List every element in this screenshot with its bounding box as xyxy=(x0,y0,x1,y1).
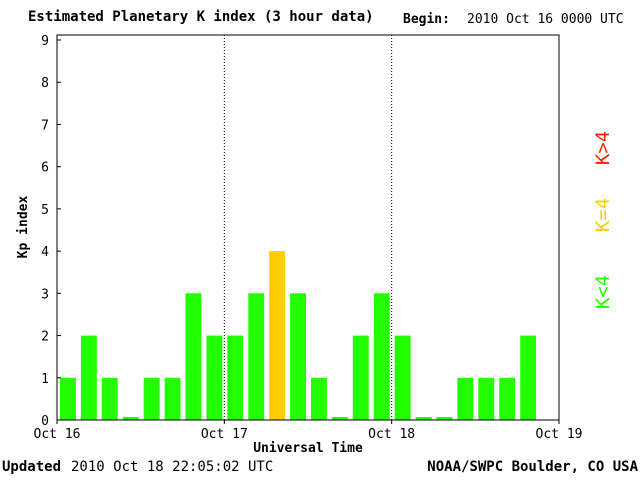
updated-value: 2010 Oct 18 22:05:02 UTC xyxy=(71,459,274,475)
kp-bar-19 xyxy=(457,377,474,420)
y-tick-label-1: 1 xyxy=(41,372,49,387)
y-tick-label-5: 5 xyxy=(41,203,49,218)
legend-k-above-4: K>4 xyxy=(592,131,614,165)
x-tick-label-2: Oct 18 xyxy=(368,427,415,442)
chart-title: Estimated Planetary K index (3 hour data… xyxy=(28,9,374,25)
legend-k-below-4: K<4 xyxy=(592,275,614,309)
legend-k-equal-4: K=4 xyxy=(592,198,614,232)
kp-bar-9 xyxy=(248,293,265,420)
y-tick-label-9: 9 xyxy=(41,34,49,49)
x-tick-label-3: Oct 19 xyxy=(536,427,583,442)
y-tick-label-3: 3 xyxy=(41,287,49,302)
kp-bar-10 xyxy=(269,251,286,420)
kp-bar-11 xyxy=(290,293,306,420)
kp-bar-3 xyxy=(122,417,139,420)
day-separators xyxy=(223,35,393,420)
kp-bar-17 xyxy=(415,417,432,420)
y-axis-ticks: 0 1 2 3 4 5 6 7 8 9 xyxy=(41,34,61,429)
y-tick-label-2: 2 xyxy=(41,330,49,345)
credit-text: NOAA/SWPC Boulder, CO USA xyxy=(427,459,638,475)
bars-group xyxy=(60,251,537,420)
kp-bar-16 xyxy=(394,335,411,420)
kp-bar-4 xyxy=(143,377,160,420)
updated-label: Updated xyxy=(2,459,62,475)
kp-bar-18 xyxy=(436,417,453,420)
kp-bar-5 xyxy=(164,377,181,420)
x-axis-ticks: Oct 16 Oct 17 Oct 18 Oct 19 xyxy=(34,420,583,442)
kp-bar-15 xyxy=(373,293,390,420)
kp-bar-12 xyxy=(311,377,327,420)
kp-bar-7 xyxy=(206,335,223,420)
kp-bar-14 xyxy=(352,335,369,420)
begin-value: 2010 Oct 16 0000 UTC xyxy=(467,12,624,27)
plot-frame xyxy=(56,34,560,421)
y-axis-title: Kp index xyxy=(16,196,31,259)
kp-bar-22 xyxy=(520,335,537,420)
begin-label: Begin: xyxy=(403,12,450,27)
y-tick-label-6: 6 xyxy=(41,161,49,176)
kp-bar-0 xyxy=(60,377,76,420)
kp-bar-13 xyxy=(331,417,348,420)
x-tick-label-0: Oct 16 xyxy=(34,427,81,442)
kp-bar-8 xyxy=(227,335,244,420)
kp-bar-1 xyxy=(80,335,97,420)
y-tick-label-4: 4 xyxy=(41,245,49,260)
kp-bar-20 xyxy=(478,377,495,420)
x-tick-label-1: Oct 17 xyxy=(201,427,248,442)
y-tick-label-7: 7 xyxy=(41,118,49,133)
kp-bar-2 xyxy=(101,377,118,420)
y-tick-label-8: 8 xyxy=(41,76,49,91)
kp-bar-6 xyxy=(185,293,202,420)
kp-bar-21 xyxy=(499,377,516,420)
y-tick-label-0: 0 xyxy=(41,414,49,429)
x-axis-title: Universal Time xyxy=(253,441,363,456)
